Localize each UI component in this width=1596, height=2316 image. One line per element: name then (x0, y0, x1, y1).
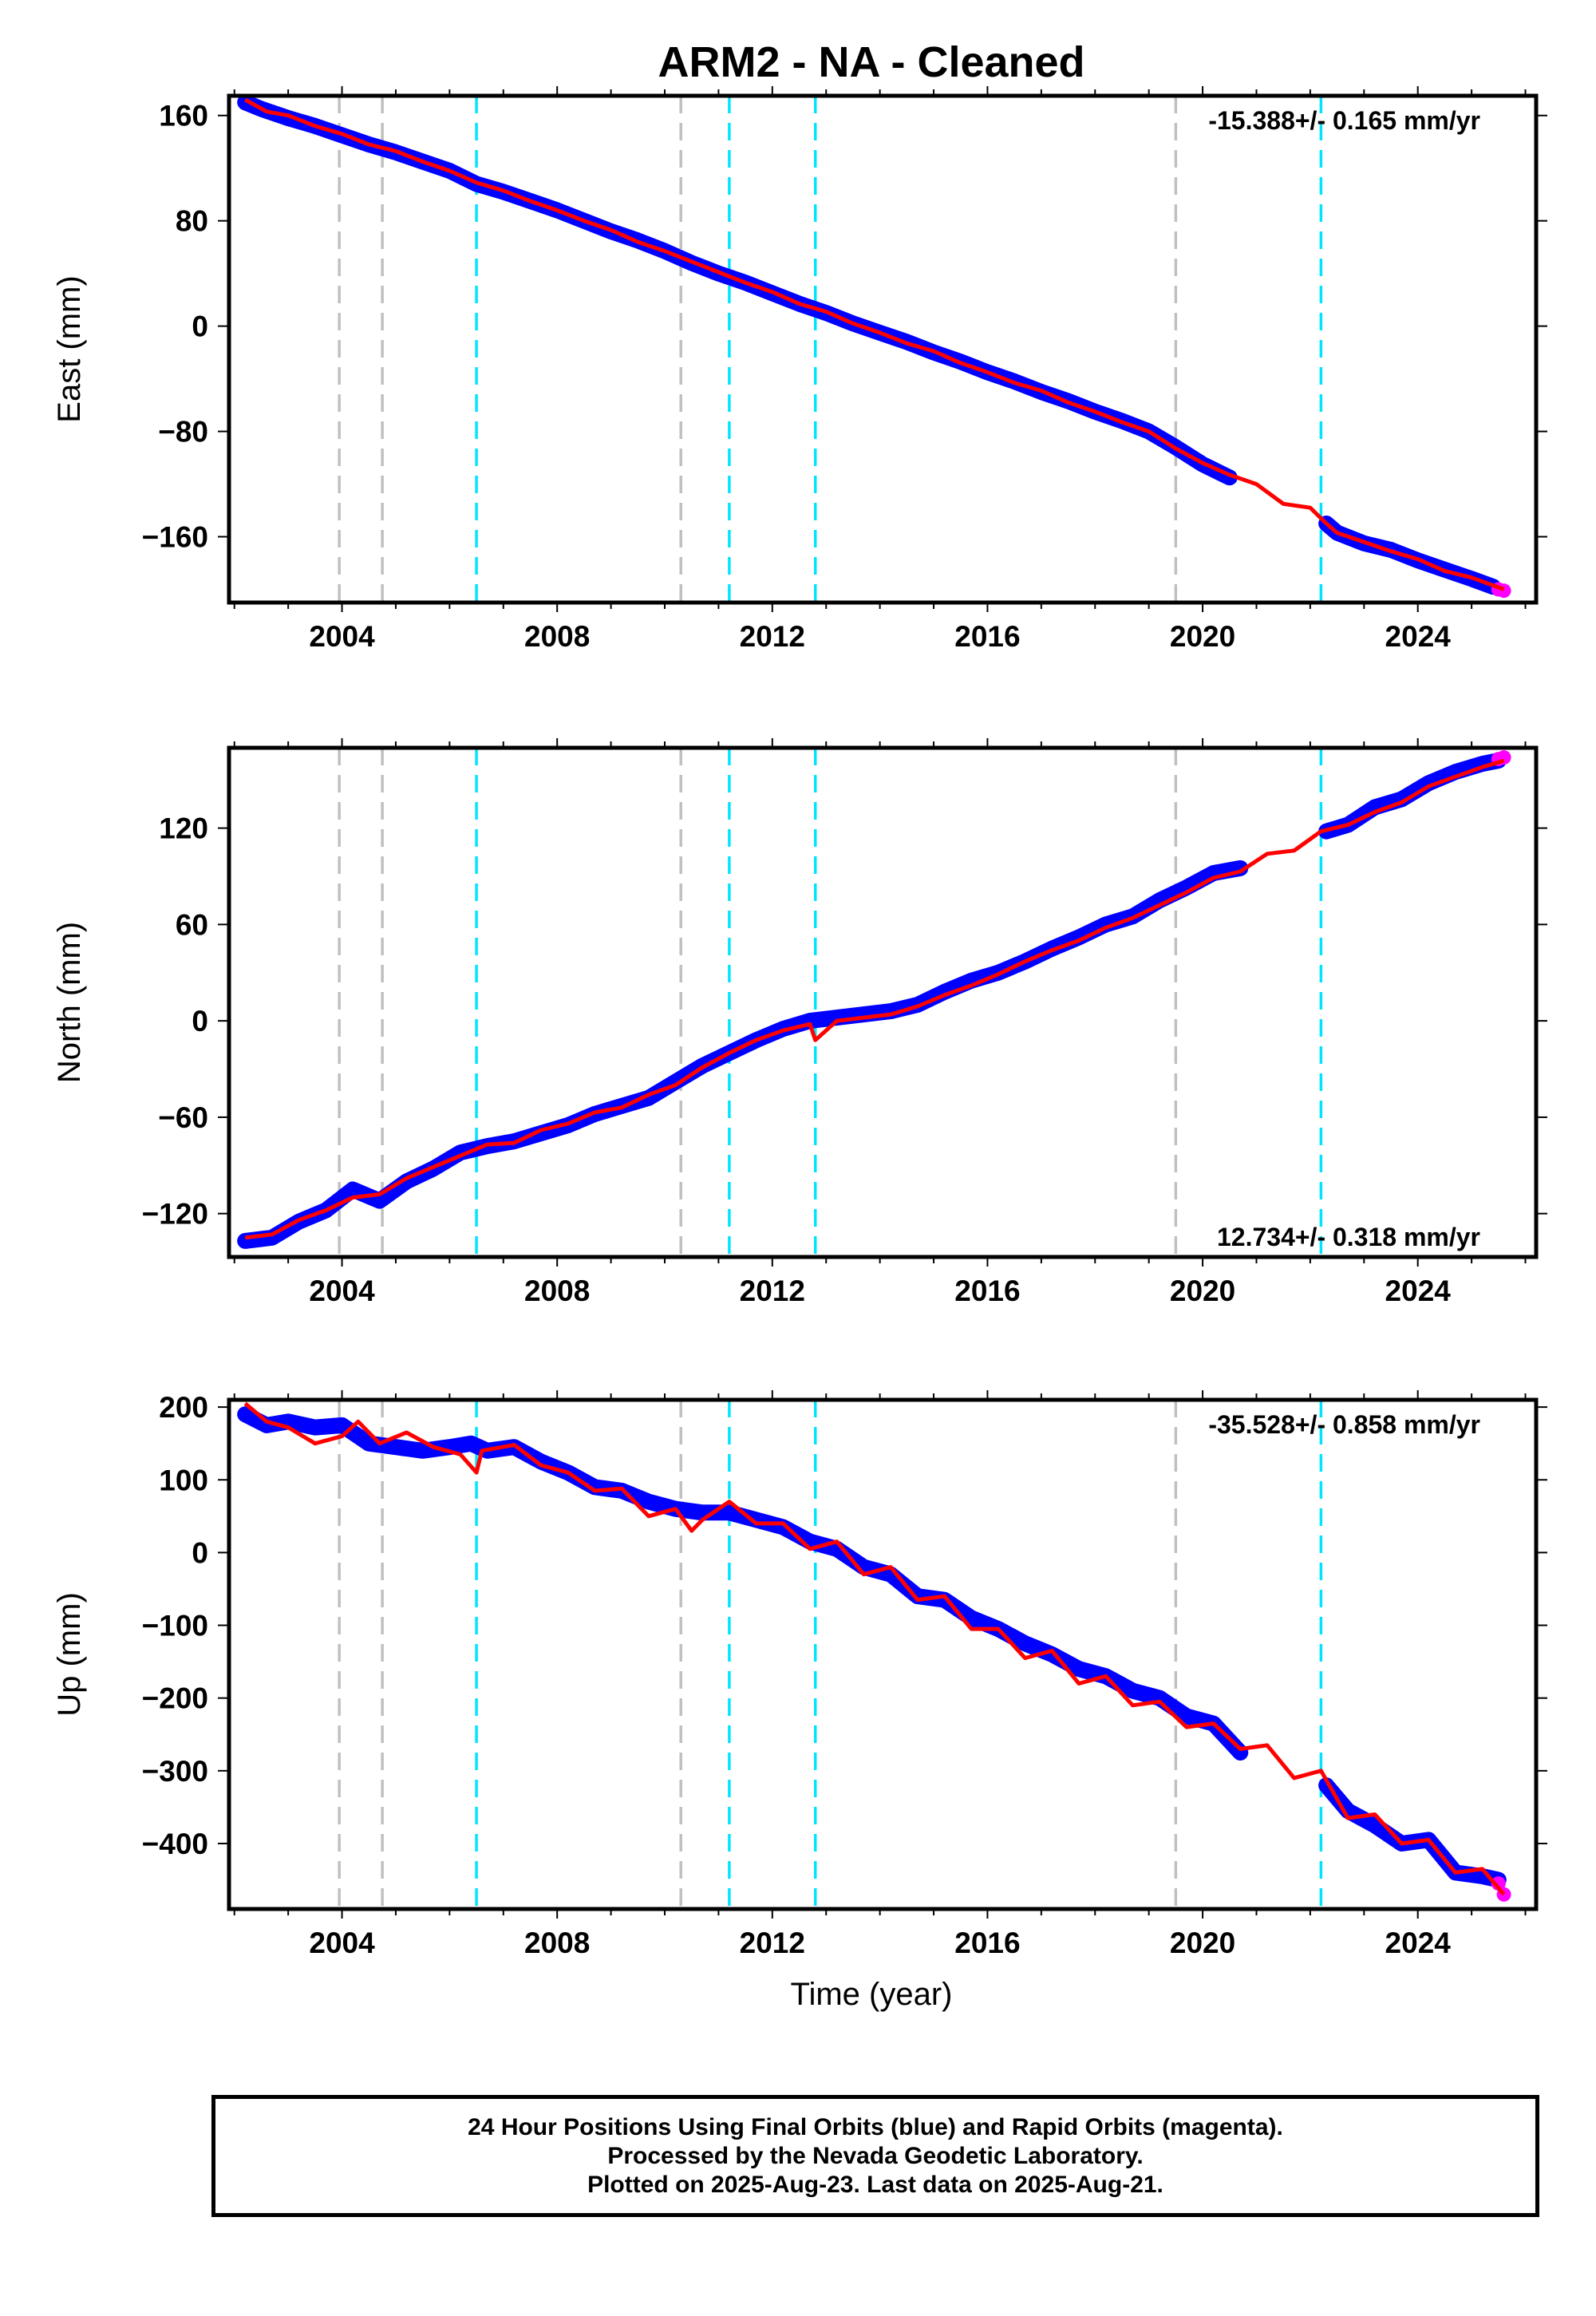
up-y-tick-label: 0 (192, 1536, 208, 1569)
footer-line-1: 24 Hour Positions Using Final Orbits (bl… (468, 2113, 1283, 2140)
north-x-tick-label: 2016 (954, 1275, 1020, 1307)
north-y-axis-label: North (mm) (52, 922, 87, 1083)
east-x-tick-label: 2012 (740, 620, 805, 653)
north-x-tick-label: 2024 (1385, 1275, 1452, 1307)
up-final-orbit-point (641, 1494, 656, 1509)
north-final-orbit-point (372, 1193, 387, 1208)
north-model-line (244, 758, 1505, 1240)
up-final-orbit-point (1072, 1662, 1087, 1677)
up-y-tick-label: −200 (142, 1682, 208, 1715)
up-x-tick-label: 2004 (309, 1927, 375, 1959)
up-model-line (243, 1401, 1506, 1896)
up-x-tick-label: 2024 (1385, 1927, 1452, 1959)
up-final-orbit-point (238, 1407, 253, 1422)
east-y-axis-label: East (mm) (52, 275, 87, 422)
up-rate-label: -35.528+/- 0.858 mm/yr (1208, 1410, 1480, 1439)
north-panel: −120 −60 0 60 120 2004 2008 2012 2016 2020 2024 Nor… (52, 738, 1547, 1307)
east-x-tick-label: 2024 (1385, 620, 1452, 653)
east-x-tick-label: 2016 (954, 620, 1020, 653)
up-y-tick-label: −400 (142, 1828, 208, 1860)
up-plot-frame (227, 1397, 1539, 1911)
up-final-orbit-point (1179, 1709, 1194, 1724)
east-y-tick-label: 80 (176, 205, 208, 238)
north-y-tick-label: 0 (192, 1005, 208, 1037)
up-final-orbit-point (1367, 1818, 1382, 1833)
east-x-tick-label: 2008 (524, 620, 590, 653)
east-final-orbit-point (238, 95, 253, 110)
up-final-orbit-point (307, 1420, 322, 1435)
up-y-tick-label: 100 (159, 1464, 208, 1496)
up-panel: −400 −300 −200 −100 0 100 200 2004 2008 2012 2016 2… (52, 1390, 1547, 1959)
up-final-orbit-point (388, 1440, 403, 1455)
up-final-orbit-point (334, 1417, 350, 1433)
east-model-line (243, 97, 1505, 591)
up-final-orbit-point (464, 1436, 479, 1451)
footer-line-2: Processed by the Nevada Geodetic Laborat… (607, 2142, 1144, 2169)
east-x-tick-label: 2020 (1170, 620, 1235, 653)
up-final-orbit-point (1125, 1683, 1140, 1698)
north-final-orbit-point (346, 1182, 361, 1197)
footer-line-3: Plotted on 2025-Aug-23. Last data on 202… (587, 2171, 1163, 2198)
up-y-tick-label: −300 (142, 1755, 208, 1788)
north-y-tick-label: −60 (158, 1101, 208, 1134)
north-x-tick-label: 2020 (1170, 1275, 1235, 1307)
up-y-tick-label: −100 (142, 1610, 208, 1642)
north-y-tick-label: 120 (159, 812, 208, 845)
north-y-tick-label: 60 (176, 908, 208, 941)
up-rapid-orbit-point (1491, 1876, 1506, 1891)
north-rate-label: 12.734+/- 0.318 mm/yr (1217, 1223, 1480, 1251)
up-final-orbit-point (1017, 1636, 1033, 1651)
chart-title: ARM2 - NA - Cleaned (658, 38, 1084, 86)
north-y-tick-label: −120 (142, 1198, 208, 1231)
north-plot-frame (227, 745, 1539, 1259)
up-final-orbits-series (237, 1406, 1249, 1761)
north-x-tick-label: 2008 (524, 1275, 590, 1307)
east-rate-label: -15.388+/- 0.165 mm/yr (1208, 106, 1480, 135)
north-x-tick-label: 2012 (740, 1275, 805, 1307)
east-y-tick-label: −80 (158, 416, 208, 449)
up-y-axis-label: Up (mm) (52, 1592, 87, 1717)
up-y-tick-label: 200 (159, 1391, 208, 1424)
up-final-orbit-point (721, 1505, 737, 1520)
up-x-tick-label: 2008 (524, 1927, 590, 1959)
up-x-tick-label: 2012 (740, 1927, 805, 1959)
up-final-orbit-point (415, 1443, 430, 1458)
up-x-tick-label: 2020 (1170, 1927, 1235, 1959)
east-panel: −160 −80 0 80 160 2004 2008 2012 2016 2020 2024 Eas… (52, 86, 1547, 653)
north-x-tick-label: 2004 (309, 1275, 375, 1307)
east-y-tick-label: 160 (159, 100, 208, 132)
east-y-tick-label: 0 (192, 310, 208, 343)
x-axis-label: Time (year) (791, 1977, 953, 2012)
east-plot-frame (227, 93, 1539, 605)
up-x-tick-label: 2016 (954, 1927, 1020, 1959)
up-final-orbits-series (1318, 1777, 1507, 1888)
east-y-tick-label: −160 (142, 521, 208, 554)
up-final-orbit-point (361, 1436, 377, 1451)
east-x-tick-label: 2004 (309, 620, 375, 653)
footer-box: 24 Hour Positions Using Final Orbits (bl… (211, 2095, 1539, 2217)
